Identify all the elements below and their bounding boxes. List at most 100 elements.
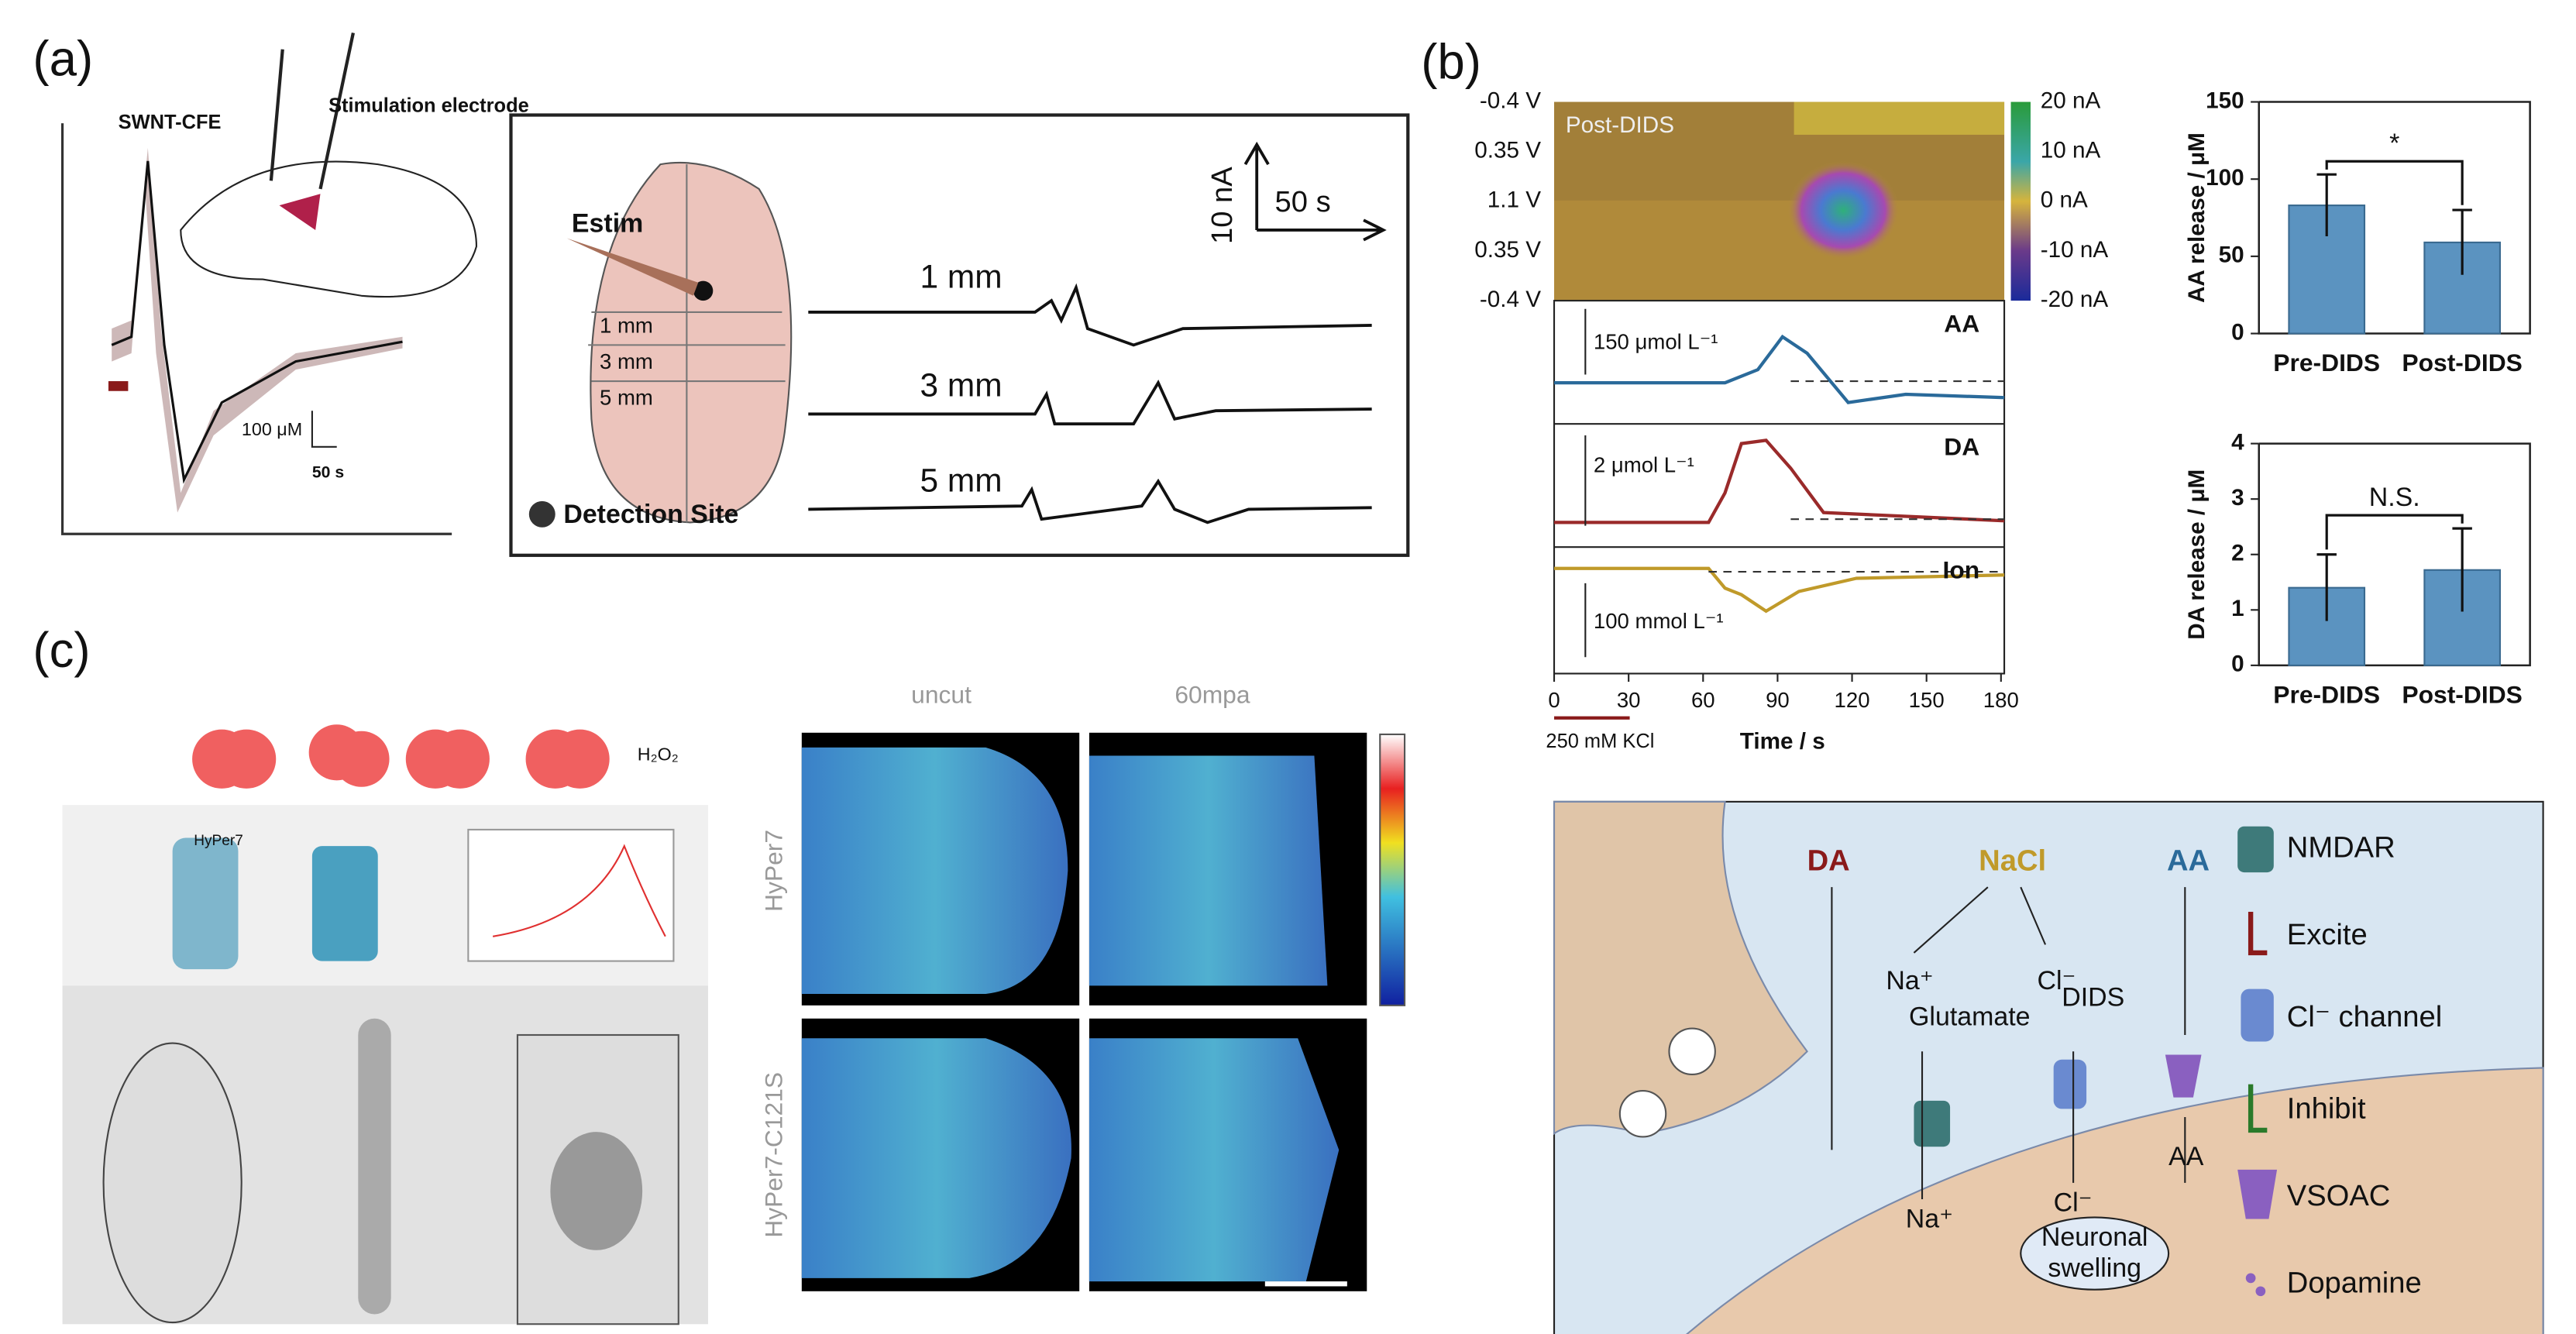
text: 3 mm	[920, 367, 1003, 404]
stim-marker	[108, 381, 129, 391]
legend-entry: VSOAC	[2287, 1179, 2391, 1212]
x-tick-label: Pre-DIDS	[2273, 349, 2380, 376]
dividers	[1554, 423, 2005, 548]
electrodes	[269, 33, 355, 190]
trace	[1554, 566, 2005, 614]
legend-entry: Dopamine	[2287, 1266, 2422, 1299]
trace-name: AA	[1944, 309, 1979, 337]
text: Cl⁻	[2037, 966, 2076, 995]
text: Glutamate	[1909, 1002, 2030, 1032]
protein	[172, 837, 239, 970]
potential-label: 1.1 V	[1487, 187, 1541, 213]
slice	[590, 161, 793, 524]
y-tick-label: 0	[2231, 319, 2244, 345]
scale-arrows	[1243, 141, 1387, 242]
trace	[808, 283, 1372, 347]
y-tick-label: 1	[2231, 596, 2244, 621]
x-tick-label: 0	[1548, 688, 1560, 712]
text: 100 μM	[242, 419, 302, 439]
y-tick-label: 4	[2231, 429, 2244, 455]
legend-entry: NMDAR	[2287, 830, 2395, 864]
column-label: uncut	[911, 681, 972, 709]
text: Cl⁻	[2054, 1188, 2093, 1217]
legend-entry: Inhibit	[2287, 1092, 2366, 1126]
micrographs	[801, 732, 1367, 1291]
vsoac	[2165, 1054, 2202, 1098]
text: 10 nA	[1205, 167, 1239, 244]
cl-channel	[2053, 1059, 2087, 1109]
annotation: N.S.	[2369, 483, 2420, 512]
terminal	[1553, 800, 1808, 1136]
colorbar-label: -10 nA	[2041, 237, 2109, 263]
y-tick-label: 0	[2231, 652, 2244, 677]
vesicle	[1668, 1027, 1716, 1075]
x-tick-label: 60	[1691, 688, 1715, 712]
baselines	[1708, 380, 2005, 573]
trace-scale: 2 μmol L⁻¹	[1594, 453, 1694, 477]
legend-entry: Excite	[2287, 918, 2368, 951]
molecules	[192, 724, 610, 789]
y-tick-label: 50	[2219, 242, 2244, 268]
row-label: HyPer7-C121S	[759, 1072, 787, 1238]
x-tick-label: 120	[1835, 688, 1870, 712]
column-label: 60mpa	[1175, 681, 1250, 709]
text: HyPer7	[194, 833, 243, 849]
text: 1 mm	[600, 313, 653, 337]
annotation: *	[2389, 129, 2399, 158]
brain	[180, 160, 478, 298]
colorbar-label: 20 nA	[2041, 88, 2101, 113]
y-axis-label: DA release / μM	[2184, 469, 2210, 640]
slice-lines	[588, 164, 786, 523]
legend-icons	[2237, 826, 2278, 1297]
trace-name: DA	[1944, 432, 1979, 460]
colorbar-label: 10 nA	[2041, 138, 2101, 163]
legend: NMDAR Excite Cl⁻ channel Inhibit VSOAC D…	[2287, 830, 2442, 1299]
trace	[111, 160, 403, 484]
text: Detection Site	[563, 500, 738, 529]
site	[693, 280, 714, 301]
estim-arrow	[566, 238, 699, 296]
bracket	[2325, 160, 2464, 205]
row-label: HyPer7	[759, 830, 787, 912]
potential-label: -0.4 V	[1480, 88, 1541, 113]
text: 5 mm	[600, 386, 653, 410]
colorbar	[2010, 101, 2031, 301]
stim-bar	[1554, 716, 1630, 720]
nucleus	[550, 1132, 643, 1250]
axis	[2258, 442, 2531, 667]
cell	[358, 1018, 391, 1315]
y-axis-label: AA release / μM	[2184, 132, 2210, 303]
colorbar	[1379, 733, 1406, 1006]
text: DA	[1807, 844, 1850, 877]
spectrum	[467, 828, 675, 962]
vesicle	[1618, 1090, 1667, 1138]
text: H₂O₂	[638, 744, 679, 765]
panel-label: (c)	[33, 623, 90, 678]
axis-label: Time / s	[1740, 728, 1825, 754]
text: Na⁺	[1906, 1205, 1953, 1234]
arrows	[1831, 886, 2186, 1200]
x-tick-label: 180	[1983, 688, 2019, 712]
text: Post-DIDS	[1566, 112, 1674, 138]
trace-box	[1553, 300, 2006, 675]
neuron	[1686, 1067, 2544, 1334]
y-tick-label: 3	[2231, 485, 2244, 511]
x-tick-label: Post-DIDS	[2402, 681, 2522, 709]
potential-label: 0.35 V	[1474, 138, 1541, 163]
colorbar-label: 0 nA	[2041, 187, 2088, 213]
bracket	[2325, 514, 2464, 550]
text: swelling	[2048, 1253, 2141, 1283]
text: DIDS	[2062, 982, 2124, 1012]
x-tick-label: Pre-DIDS	[2273, 681, 2380, 709]
trace	[808, 478, 1372, 524]
protein	[311, 846, 378, 961]
region	[279, 194, 321, 230]
schematic-labels: DA NaCl AA Na⁺ Cl⁻ Glutamate DIDS Na⁺ Cl…	[1807, 844, 2210, 1283]
text: 50 s	[1275, 185, 1331, 218]
text: Na⁺	[1886, 966, 1933, 995]
colorbar-label: -20 nA	[2041, 287, 2109, 312]
y-tick-label: 100	[2206, 165, 2244, 191]
text: 1 mm	[920, 259, 1003, 295]
x-tick-label: 30	[1617, 688, 1641, 712]
text: Estim	[572, 209, 643, 239]
